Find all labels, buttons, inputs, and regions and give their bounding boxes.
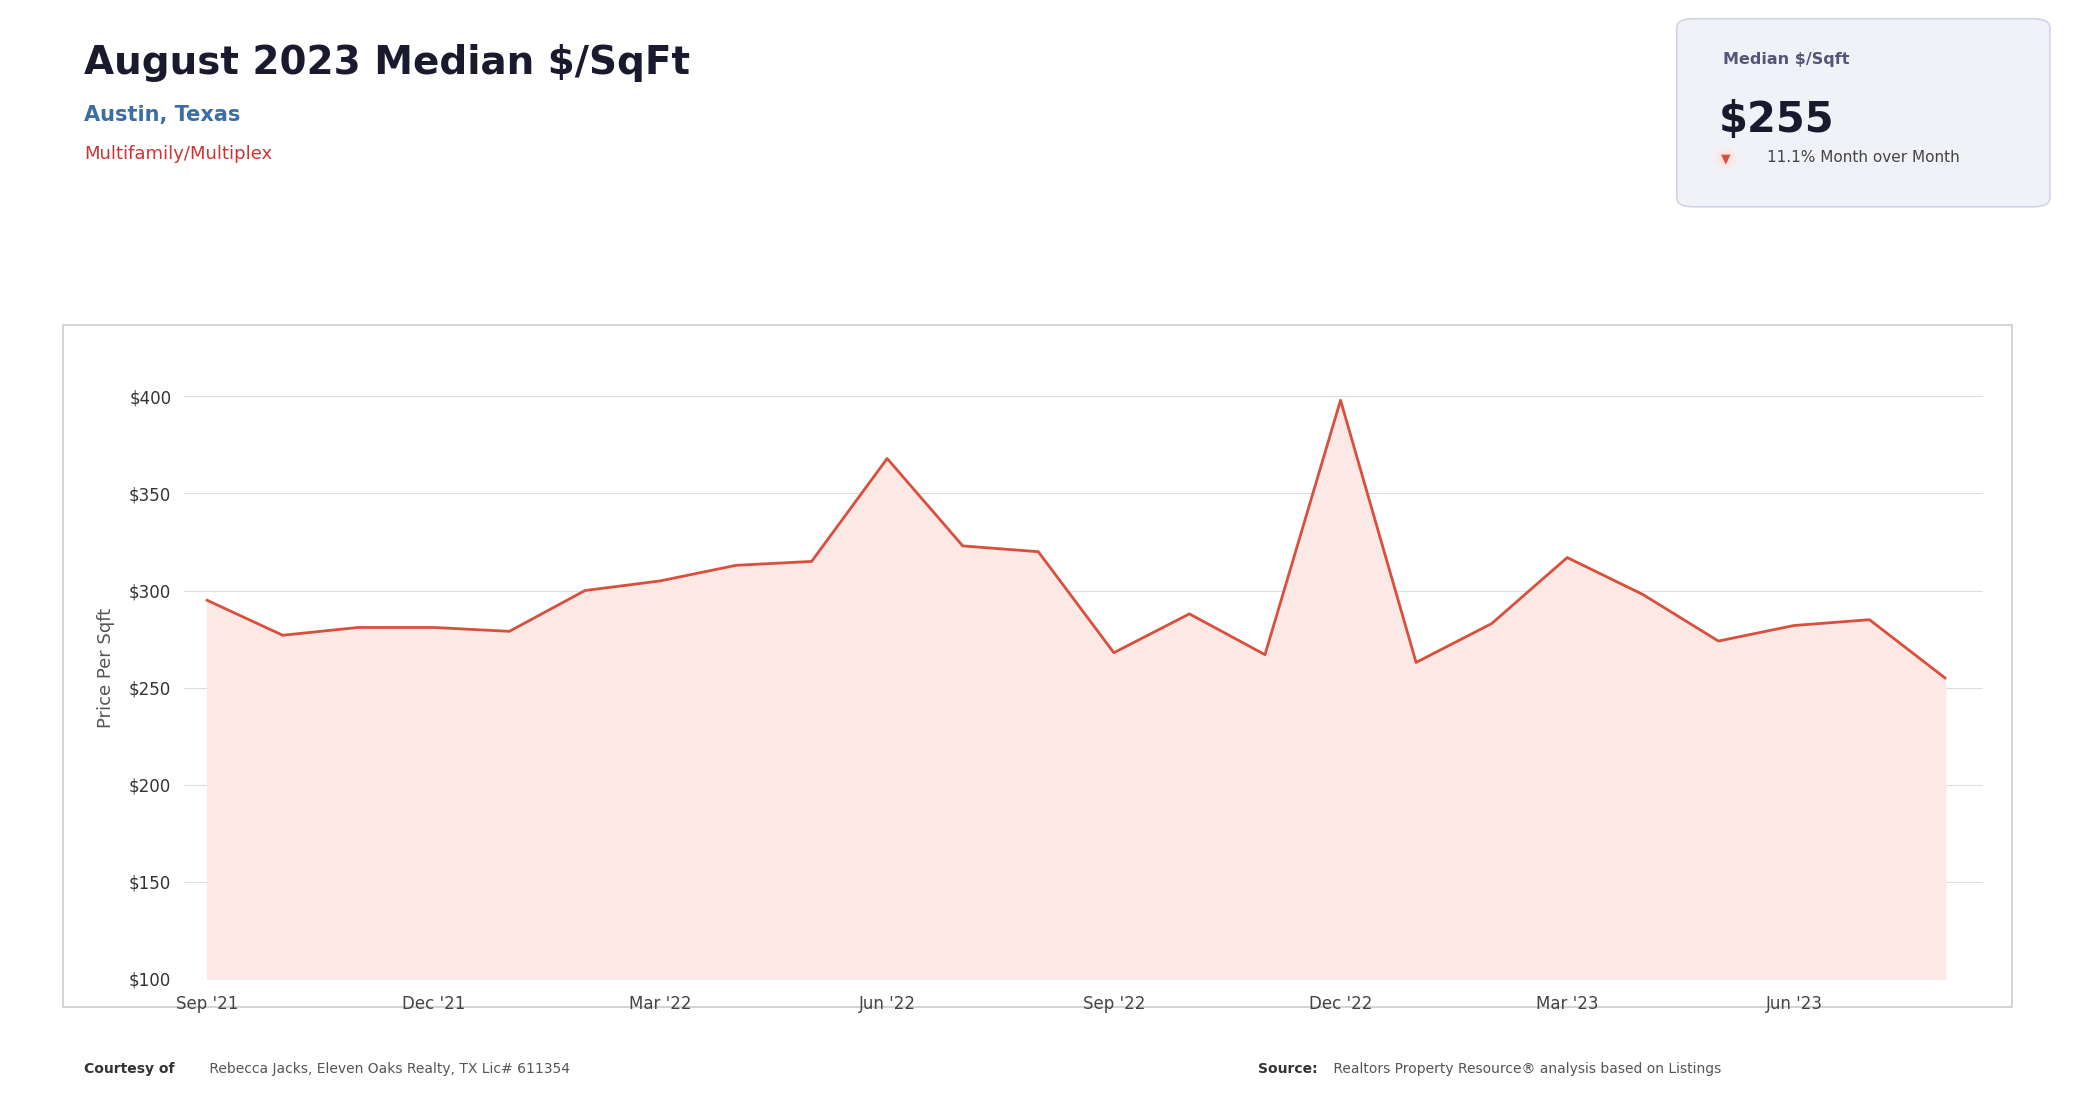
Text: Multifamily/Multiplex: Multifamily/Multiplex	[84, 145, 272, 163]
Text: 11.1% Month over Month: 11.1% Month over Month	[1767, 150, 1960, 165]
Text: Realtors Property Resource® analysis based on Listings: Realtors Property Resource® analysis bas…	[1329, 1062, 1721, 1076]
Text: Median $/Sqft: Median $/Sqft	[1723, 52, 1849, 67]
Text: August 2023 Median $/SqFt: August 2023 Median $/SqFt	[84, 44, 690, 82]
Text: Courtesy of: Courtesy of	[84, 1062, 174, 1076]
Text: Source:: Source:	[1258, 1062, 1316, 1076]
Text: Austin, Texas: Austin, Texas	[84, 104, 241, 124]
Text: Rebecca Jacks, Eleven Oaks Realty, TX Lic# 611354: Rebecca Jacks, Eleven Oaks Realty, TX Li…	[205, 1062, 570, 1076]
Y-axis label: Price Per Sqft: Price Per Sqft	[96, 608, 115, 728]
Text: $255: $255	[1719, 99, 1834, 141]
Text: ▼: ▼	[1721, 152, 1731, 165]
